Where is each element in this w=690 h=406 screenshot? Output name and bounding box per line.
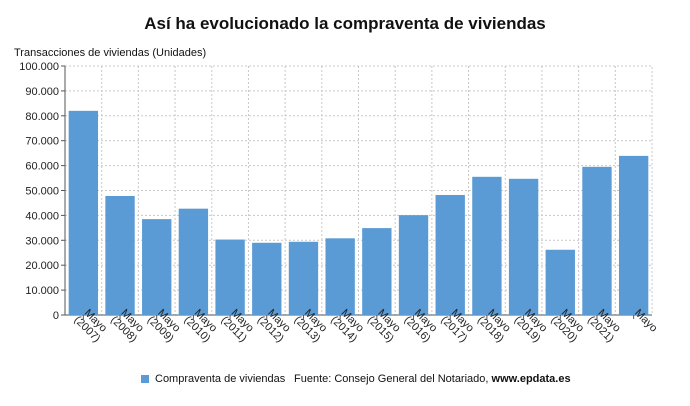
bar bbox=[325, 238, 355, 315]
bar bbox=[582, 166, 612, 315]
bar bbox=[68, 110, 99, 315]
bar bbox=[545, 249, 575, 315]
bar bbox=[105, 195, 135, 315]
bar bbox=[252, 242, 282, 315]
y-tick-label: 70.000 bbox=[25, 136, 59, 148]
y-tick-label: 0 bbox=[53, 310, 59, 322]
source-note: Fuente: Consejo General del Notariado, w… bbox=[294, 373, 571, 385]
y-tick-label: 50.000 bbox=[25, 186, 59, 198]
legend: Compraventa de viviendas bbox=[141, 373, 285, 385]
legend-label: Compraventa de viviendas bbox=[155, 373, 286, 385]
bar bbox=[215, 239, 245, 315]
y-tick-label: 100.000 bbox=[19, 61, 59, 73]
bar bbox=[142, 219, 172, 315]
x-tick-label: Mayo bbox=[632, 307, 660, 335]
bar bbox=[472, 176, 502, 315]
bar bbox=[362, 228, 392, 315]
legend-swatch bbox=[141, 375, 149, 383]
x-tick-label-line: Mayo bbox=[632, 307, 660, 335]
source-prefix: Fuente: Consejo General del Notariado, bbox=[294, 373, 492, 385]
y-tick-label: 90.000 bbox=[25, 86, 59, 98]
y-tick-label: 80.000 bbox=[25, 111, 59, 123]
y-tick-label: 10.000 bbox=[25, 285, 59, 297]
bar bbox=[398, 215, 429, 315]
y-tick-label: 60.000 bbox=[25, 161, 59, 173]
bar bbox=[288, 241, 319, 315]
y-tick-label: 30.000 bbox=[25, 235, 59, 247]
y-axis-label: Transacciones de viviendas (Unidades) bbox=[14, 47, 207, 59]
y-tick-label: 20.000 bbox=[25, 260, 59, 272]
bar bbox=[618, 155, 649, 315]
y-tick-label: 40.000 bbox=[25, 210, 59, 222]
chart-title: Así ha evolucionado la compraventa de vi… bbox=[144, 14, 546, 33]
bar bbox=[508, 178, 539, 315]
bar bbox=[178, 208, 209, 315]
source-site: www.epdata.es bbox=[491, 373, 571, 385]
bar bbox=[435, 194, 465, 315]
